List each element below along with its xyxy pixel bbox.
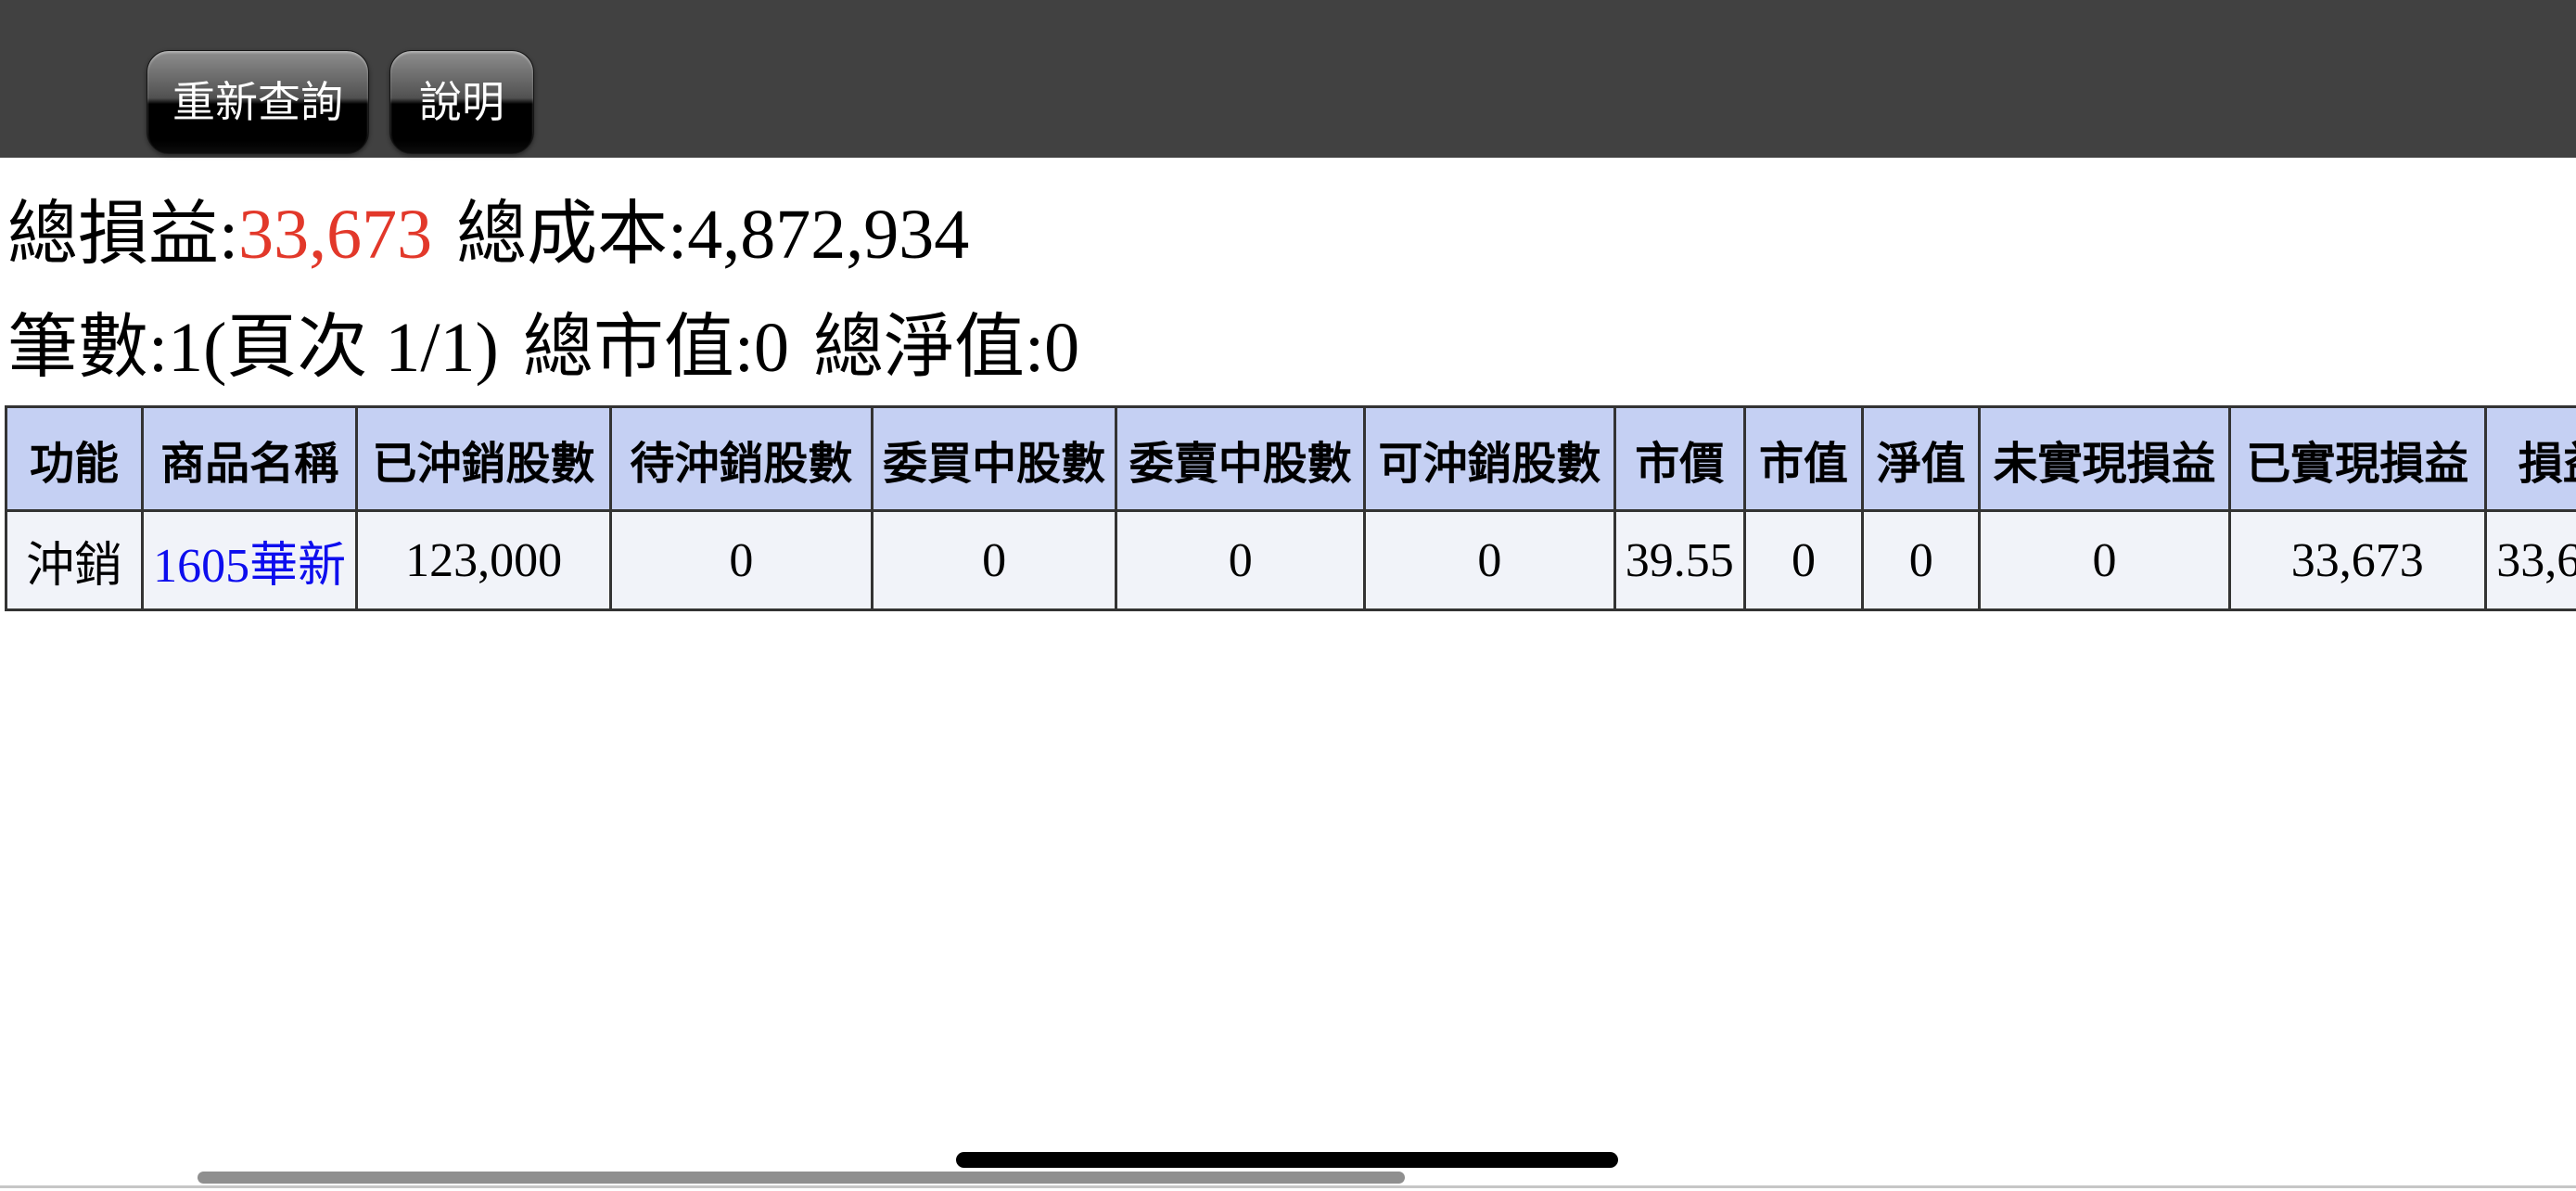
- product-link[interactable]: 1605華新: [153, 539, 347, 593]
- positions-table-wrap: 功能 商品名稱 已沖銷股數 待沖銷股數 委買中股數 委賣中股數 可沖銷股數 市價…: [4, 405, 2576, 611]
- header-buy-order-shares: 委買中股數: [870, 405, 1118, 512]
- header-sell-order-shares: 委賣中股數: [1115, 405, 1367, 512]
- header-available-offset-shares: 可沖銷股數: [1363, 405, 1616, 512]
- cell-market-price: 39.55: [1613, 509, 1746, 611]
- total-pl-value: 33,673: [238, 196, 433, 274]
- header-pending-offset-shares: 待沖銷股數: [608, 405, 874, 512]
- summary-line-counts: 筆數:1(頁次 1/1) 總市值:0 總淨值:0: [7, 291, 1079, 404]
- total-cost-label: 總成本:: [456, 196, 688, 274]
- home-indicator[interactable]: [956, 1152, 1618, 1168]
- total-cost-value: 4,872,934: [687, 196, 970, 274]
- header-market-value: 市值: [1742, 405, 1865, 512]
- header-unrealized-pl: 未實現損益: [1978, 405, 2231, 512]
- cell-buy-order-shares: 0: [870, 509, 1118, 611]
- cell-pending-offset-shares: 0: [608, 509, 874, 611]
- header-product-name: 商品名稱: [141, 405, 359, 512]
- cell-available-offset-shares: 0: [1363, 509, 1616, 611]
- horizontal-scrollbar-thumb[interactable]: [198, 1172, 1405, 1184]
- header-action: 功能: [4, 405, 145, 512]
- bottom-divider: [0, 1185, 2576, 1188]
- cell-action-disabled: 沖銷: [4, 509, 145, 611]
- header-offset-shares: 已沖銷股數: [355, 405, 612, 512]
- cell-market-value: 0: [1742, 509, 1865, 611]
- total-net-value: 0: [1044, 309, 1080, 387]
- header-realized-pl: 已實現損益: [2227, 405, 2487, 512]
- summary-line-totals: 總損益:33,673 總成本:4,872,934: [7, 178, 1079, 291]
- cell-pl: 33,673: [2483, 509, 2576, 611]
- summary-block: 總損益:33,673 總成本:4,872,934 筆數:1(頁次 1/1) 總市值:…: [7, 178, 1079, 404]
- table-header-row: 功能 商品名稱 已沖銷股數 待沖銷股數 委買中股數 委賣中股數 可沖銷股數 市價…: [4, 405, 2576, 512]
- page-info: (頁次 1/1): [203, 309, 499, 387]
- total-pl-label: 總損益:: [7, 196, 239, 274]
- table-row: 沖銷 1605華新 123,000 0 0 0 0 39.55 0 0 0 33…: [4, 509, 2576, 611]
- cell-unrealized-pl: 0: [1978, 509, 2231, 611]
- header-pl: 損益: [2483, 405, 2576, 512]
- header-market-price: 市價: [1613, 405, 1746, 512]
- cell-offset-shares: 123,000: [355, 509, 612, 611]
- header-net-value: 淨值: [1861, 405, 1982, 512]
- record-count-value: 1: [168, 309, 204, 387]
- cell-product: 1605華新: [141, 509, 359, 611]
- total-net-label: 總淨值:: [812, 309, 1045, 387]
- requery-button[interactable]: 重新查詢: [147, 50, 369, 154]
- cell-sell-order-shares: 0: [1115, 509, 1367, 611]
- total-market-label: 總市值:: [522, 309, 754, 387]
- total-market-value: 0: [753, 309, 789, 387]
- top-toolbar: 重新查詢 說明: [0, 0, 2576, 158]
- cell-net-value: 0: [1861, 509, 1982, 611]
- positions-table: 功能 商品名稱 已沖銷股數 待沖銷股數 委買中股數 委賣中股數 可沖銷股數 市價…: [4, 405, 2576, 611]
- help-button[interactable]: 說明: [389, 50, 534, 154]
- cell-realized-pl: 33,673: [2227, 509, 2487, 611]
- record-count-label: 筆數:: [7, 309, 169, 387]
